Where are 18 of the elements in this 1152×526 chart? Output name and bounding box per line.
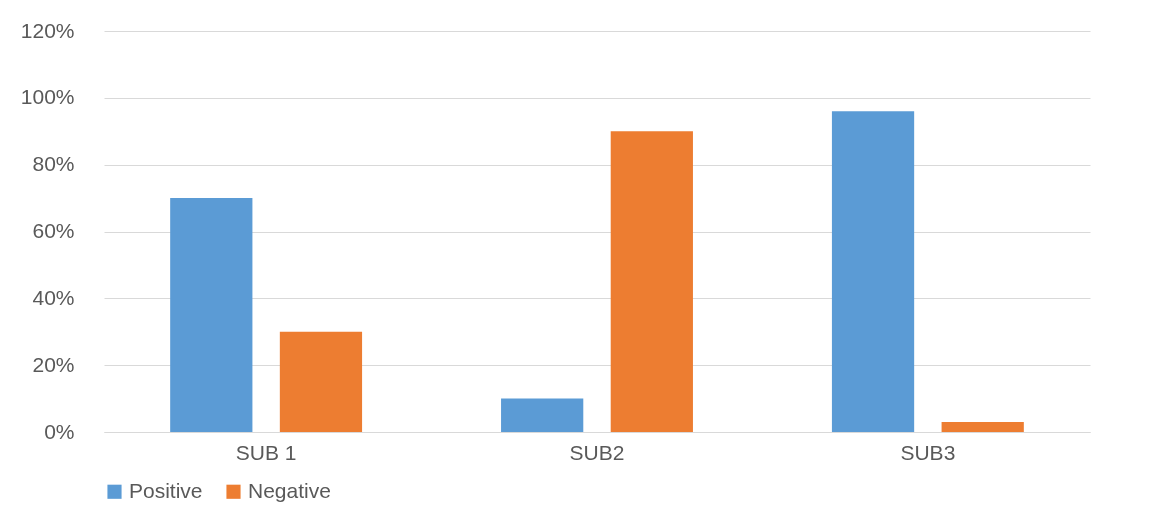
y-tick-label: 20%	[32, 352, 75, 376]
y-tick-label: 60%	[32, 219, 75, 242]
x-tick-label: SUB3	[900, 440, 956, 464]
y-tick-label: 100%	[20, 85, 75, 109]
bar	[831, 111, 915, 432]
x-tick-label: SUB2	[569, 440, 625, 464]
y-tick-label: 80%	[32, 152, 75, 176]
legend-label: Positive	[129, 478, 203, 502]
bar	[279, 331, 363, 432]
bar	[170, 198, 253, 432]
bar	[501, 398, 584, 432]
bar	[610, 131, 693, 432]
bar	[941, 421, 1024, 432]
y-tick-label: 120%	[20, 18, 75, 42]
y-tick-label: 40%	[32, 285, 75, 309]
legend-label: Negative	[248, 478, 331, 502]
y-tick-label: 0%	[44, 419, 75, 443]
x-tick-label: SUB 1	[235, 440, 297, 464]
